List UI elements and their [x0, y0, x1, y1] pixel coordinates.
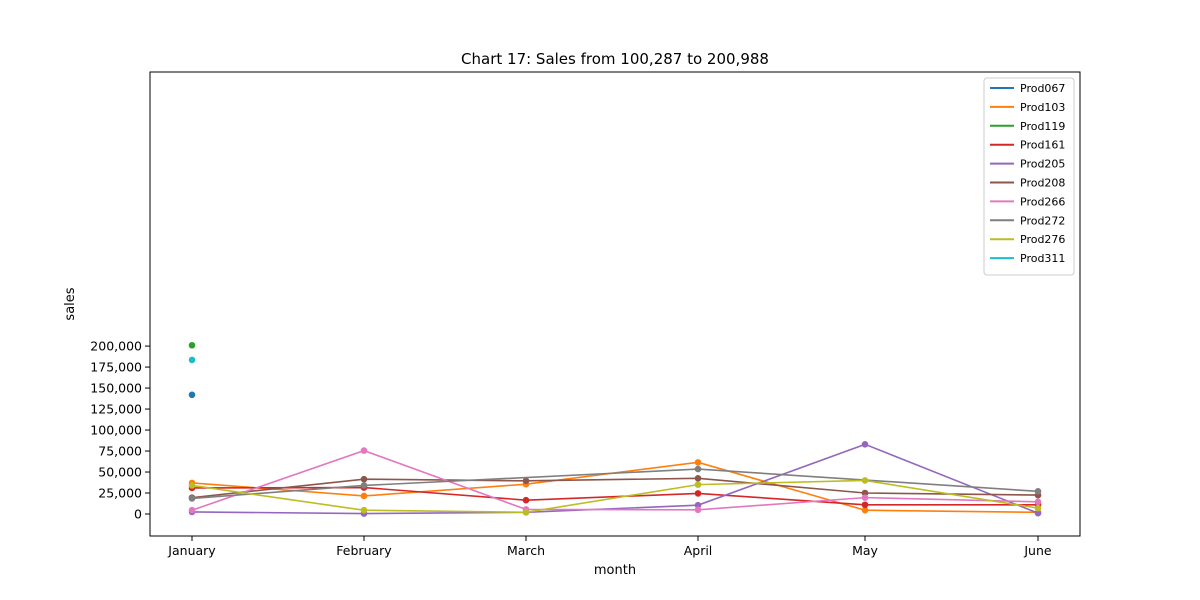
series-layer: [188, 341, 1042, 517]
data-point: [694, 506, 702, 514]
data-point: [1034, 498, 1042, 506]
legend-label: Prod272: [1020, 214, 1065, 227]
legend-label: Prod119: [1020, 120, 1065, 133]
y-tick-label: 50,000: [98, 465, 142, 480]
series-line: [191, 486, 1038, 506]
x-tick-label: June: [1023, 543, 1052, 558]
data-point: [861, 441, 869, 448]
series-line: [191, 477, 1039, 499]
series-prod067: [188, 391, 196, 399]
x-tick-label: February: [336, 543, 392, 558]
series-line: [191, 479, 1039, 514]
data-point: [1034, 509, 1042, 517]
legend-label: Prod103: [1020, 101, 1065, 114]
y-tick-label: 100,000: [90, 423, 142, 438]
x-tick-label: March: [507, 543, 545, 558]
y-tick-label: 175,000: [90, 360, 142, 375]
data-point: [694, 490, 702, 497]
series-prod311: [188, 356, 196, 364]
data-point: [694, 465, 702, 473]
x-tick-label: May: [852, 543, 878, 558]
data-point: [861, 501, 869, 509]
series-prod119: [188, 341, 196, 349]
y-tick-label: 0: [134, 507, 142, 522]
x-tick-label: April: [684, 543, 713, 558]
y-tick-label: 150,000: [90, 381, 142, 396]
chart-title: Chart 17: Sales from 100,287 to 200,988: [461, 50, 769, 68]
data-point: [1034, 504, 1042, 512]
data-point: [188, 482, 196, 489]
data-point: [861, 489, 869, 497]
y-tick-label: 75,000: [98, 444, 142, 459]
legend-label: Prod266: [1020, 195, 1065, 208]
series-prod276: [188, 477, 1042, 516]
data-point: [188, 506, 196, 514]
legend: Prod067 Prod103 Prod119 Prod161 Prod205 Prod2…: [983, 77, 1075, 276]
data-point: [360, 482, 368, 489]
data-point: [522, 509, 530, 516]
x-axis-label: month: [594, 563, 636, 578]
legend-frame: [983, 77, 1075, 276]
data-point: [360, 506, 368, 514]
series-prod208: [188, 475, 1042, 501]
y-axis-label: sales: [63, 287, 78, 320]
data-point: [1034, 488, 1042, 495]
y-tick-label: 25,000: [98, 486, 142, 501]
data-point: [188, 495, 196, 502]
data-point: [360, 447, 368, 454]
data-point: [694, 501, 702, 509]
data-point: [188, 391, 196, 399]
data-point: [188, 356, 196, 364]
legend-label: Prod208: [1020, 177, 1065, 190]
x-tick-label: January: [167, 543, 216, 558]
data-point: [188, 341, 196, 349]
data-point: [861, 506, 869, 514]
x-axis: January February March April May June: [167, 536, 1052, 558]
y-axis: 0 25,000 50,000 75,000 100,000 125,000 150,000…: [90, 339, 150, 522]
legend-label: Prod205: [1020, 158, 1065, 171]
legend-label: Prod276: [1020, 233, 1065, 246]
plot-area-frame: [149, 71, 1081, 537]
data-point: [694, 475, 702, 482]
data-point: [522, 477, 530, 485]
data-point: [694, 481, 702, 488]
data-point: [694, 459, 702, 466]
legend-label: Prod161: [1020, 139, 1065, 152]
series-line: [191, 449, 1039, 511]
legend-label: Prod067: [1020, 82, 1065, 95]
data-point: [861, 494, 869, 501]
y-tick-label: 200,000: [90, 339, 142, 354]
y-tick-label: 125,000: [90, 402, 142, 417]
data-point: [522, 496, 530, 504]
series-line: [191, 443, 1039, 515]
data-point: [360, 475, 368, 483]
data-point: [861, 477, 869, 484]
data-point: [360, 492, 368, 500]
legend-label: Prod311: [1020, 252, 1065, 265]
